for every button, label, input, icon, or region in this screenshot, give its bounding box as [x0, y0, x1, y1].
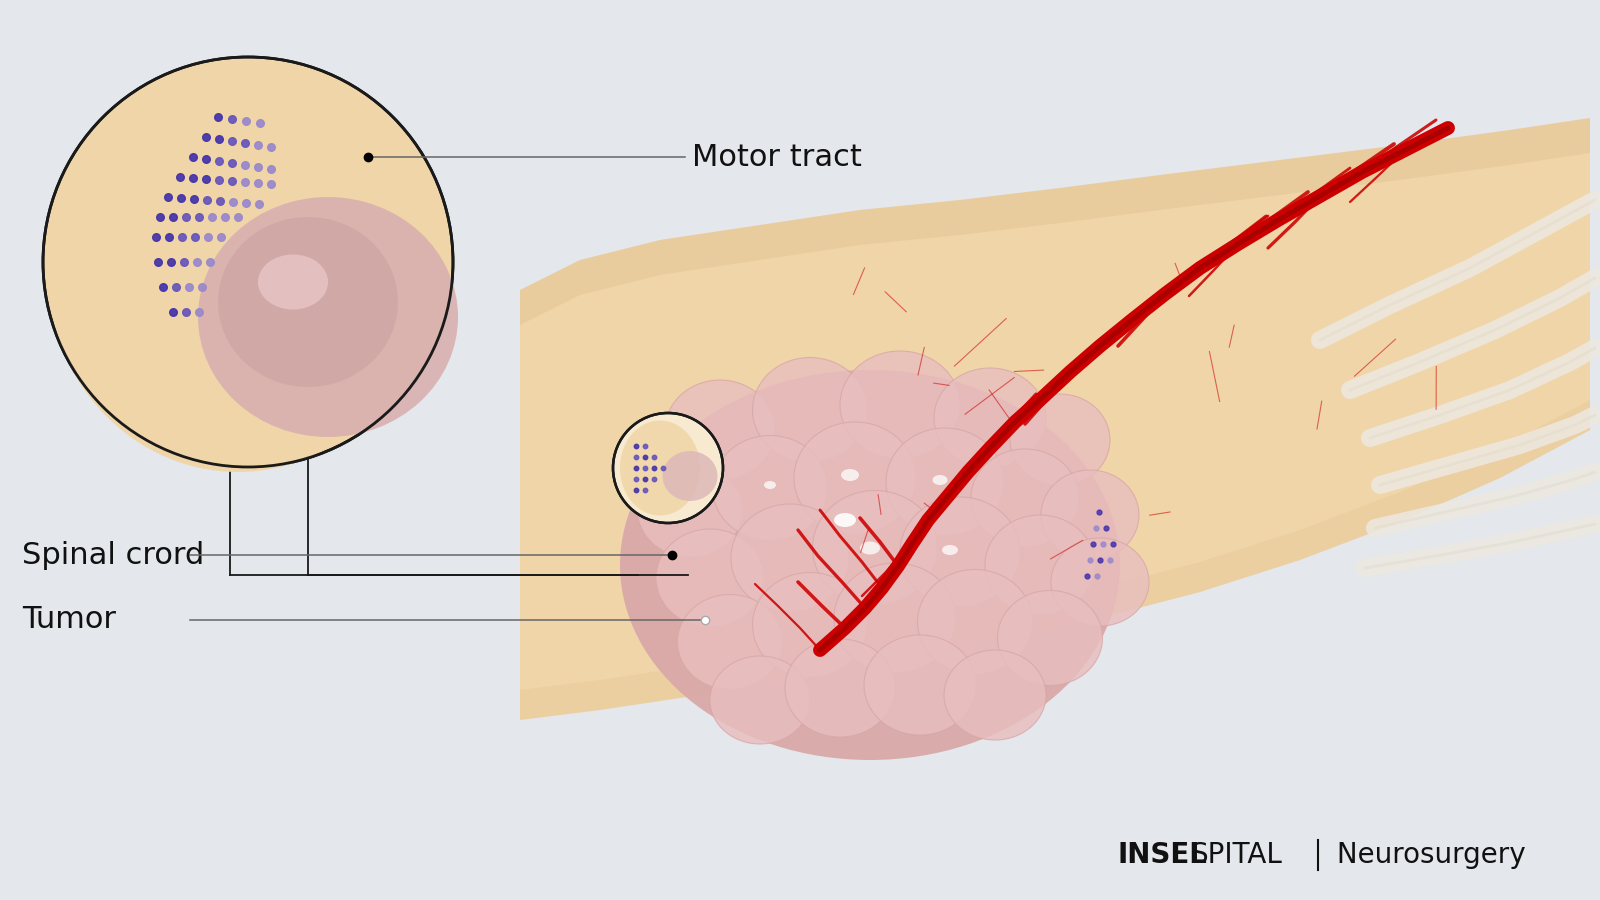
Circle shape — [613, 413, 723, 523]
Ellipse shape — [834, 563, 957, 673]
Ellipse shape — [752, 572, 867, 678]
Ellipse shape — [842, 469, 859, 481]
Ellipse shape — [198, 197, 458, 437]
Text: Neurosurgery: Neurosurgery — [1328, 841, 1526, 869]
Ellipse shape — [944, 650, 1046, 740]
Text: INSEL: INSEL — [1118, 841, 1208, 869]
Ellipse shape — [934, 368, 1046, 468]
Ellipse shape — [710, 656, 810, 744]
Ellipse shape — [666, 380, 774, 480]
Ellipse shape — [942, 545, 958, 555]
Ellipse shape — [662, 451, 717, 501]
Polygon shape — [520, 118, 1590, 720]
Ellipse shape — [813, 491, 938, 606]
Ellipse shape — [1042, 470, 1139, 560]
Ellipse shape — [899, 497, 1021, 607]
Ellipse shape — [765, 481, 776, 489]
Ellipse shape — [48, 72, 429, 472]
Ellipse shape — [834, 513, 856, 527]
Text: Motor tract: Motor tract — [691, 142, 862, 172]
Ellipse shape — [218, 217, 398, 387]
Ellipse shape — [677, 595, 782, 689]
Ellipse shape — [1010, 394, 1110, 486]
Ellipse shape — [786, 639, 894, 737]
Ellipse shape — [794, 422, 915, 534]
Ellipse shape — [752, 357, 867, 463]
Ellipse shape — [656, 529, 765, 627]
Ellipse shape — [621, 370, 1120, 760]
Ellipse shape — [886, 428, 1005, 536]
Ellipse shape — [258, 255, 328, 310]
Ellipse shape — [997, 590, 1102, 686]
Polygon shape — [520, 400, 1590, 720]
Ellipse shape — [637, 463, 742, 557]
Circle shape — [43, 57, 453, 467]
Ellipse shape — [1051, 538, 1149, 626]
Ellipse shape — [712, 436, 827, 541]
Text: SPITAL: SPITAL — [1190, 841, 1282, 869]
Polygon shape — [520, 118, 1590, 325]
Ellipse shape — [986, 515, 1094, 615]
Ellipse shape — [971, 449, 1078, 547]
Ellipse shape — [840, 351, 960, 459]
Ellipse shape — [731, 504, 850, 612]
Ellipse shape — [864, 635, 976, 735]
Text: Spinal crord: Spinal crord — [22, 541, 205, 570]
Ellipse shape — [861, 542, 880, 554]
Ellipse shape — [621, 420, 701, 516]
Text: Tumor: Tumor — [22, 606, 115, 634]
Ellipse shape — [933, 475, 947, 485]
Ellipse shape — [917, 570, 1032, 674]
